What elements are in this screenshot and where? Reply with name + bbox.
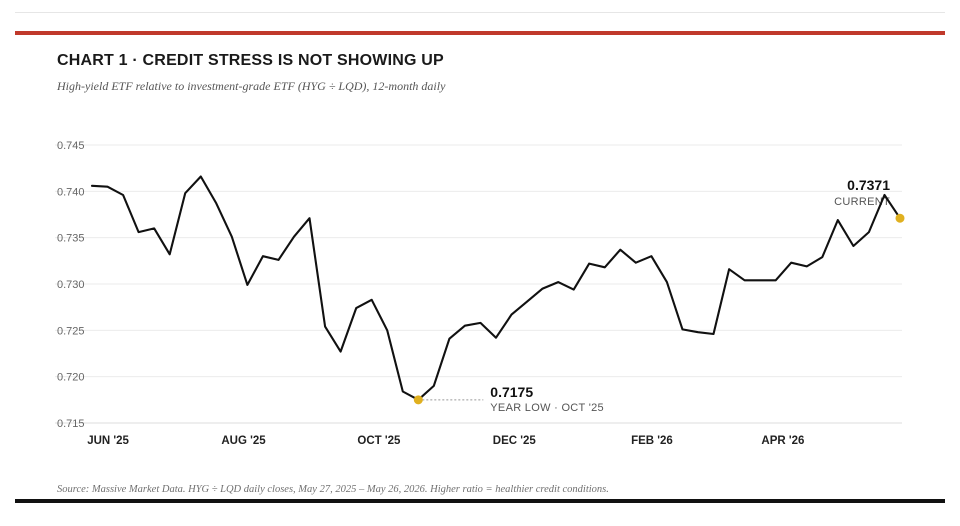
top-hairline bbox=[15, 12, 945, 13]
x-tick-label: FEB '26 bbox=[631, 435, 673, 447]
series bbox=[90, 175, 905, 405]
source-note: Source: Massive Market Data. HYG ÷ LQD d… bbox=[57, 484, 609, 495]
year-low-value: 0.7175 bbox=[490, 384, 533, 400]
bottom-rule bbox=[15, 499, 945, 503]
accent-rule bbox=[15, 31, 945, 35]
chart-subtitle: High-yield ETF relative to investment-gr… bbox=[57, 79, 446, 93]
y-tick-label: 0.735 bbox=[57, 233, 85, 245]
gridlines bbox=[55, 144, 902, 424]
y-tick-label: 0.720 bbox=[57, 372, 85, 384]
current-label: CURRENT bbox=[834, 196, 890, 208]
chart-title: CHART 1 · CREDIT STRESS IS NOT SHOWING U… bbox=[57, 52, 444, 69]
x-tick-label: APR '26 bbox=[761, 435, 804, 447]
current-marker bbox=[895, 213, 905, 223]
y-tick-label: 0.745 bbox=[57, 140, 85, 152]
y-tick-label: 0.730 bbox=[57, 279, 85, 291]
annotations: 0.7175 YEAR LOW · OCT '25 0.7371 CURRENT bbox=[422, 177, 890, 414]
current-value: 0.7371 bbox=[847, 177, 890, 193]
x-tick-label: OCT '25 bbox=[357, 435, 401, 447]
x-tick-label: AUG '25 bbox=[221, 435, 266, 447]
y-tick-label: 0.740 bbox=[57, 186, 85, 198]
x-tick-label: JUN '25 bbox=[87, 435, 129, 447]
series-line bbox=[90, 175, 902, 401]
y-tick-label: 0.725 bbox=[57, 325, 85, 337]
y-tick-label: 0.715 bbox=[57, 418, 85, 430]
year-low-label: YEAR LOW · OCT '25 bbox=[490, 402, 604, 414]
y-axis: 0.745 0.740 0.735 0.730 0.725 0.720 0.715 bbox=[57, 140, 85, 430]
x-tick-label: DEC '25 bbox=[493, 435, 537, 447]
x-axis: JUN '25 AUG '25 OCT '25 DEC '25 FEB '26 APR '… bbox=[87, 435, 804, 447]
year-low-marker bbox=[413, 395, 423, 405]
